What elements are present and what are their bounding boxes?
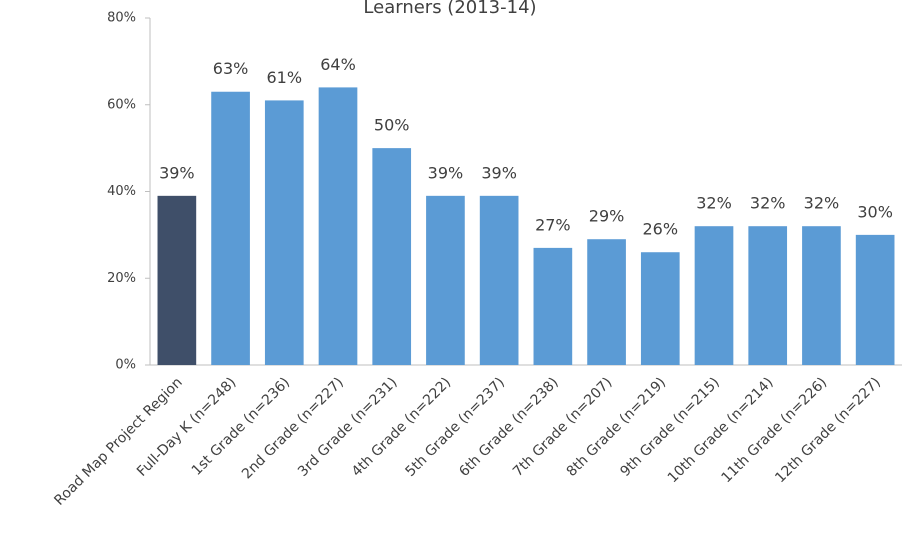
- value-label: 29%: [589, 207, 625, 226]
- value-label: 26%: [643, 220, 679, 239]
- bar: [372, 148, 412, 365]
- bar: [318, 87, 358, 366]
- bar: [479, 195, 519, 365]
- value-label: 61%: [267, 68, 303, 87]
- x-tick-label: 8th Grade (n=219): [564, 375, 669, 480]
- y-tick-label: 0%: [115, 358, 136, 373]
- x-tick-label: 6th Grade (n=238): [456, 375, 561, 480]
- value-label: 32%: [696, 194, 732, 213]
- x-tick-label: 11th Grade (n=226): [719, 375, 831, 487]
- value-label: 63%: [213, 59, 249, 78]
- value-label: 50%: [374, 116, 410, 135]
- x-tick-label: 3rd Grade (n=231): [295, 375, 400, 480]
- bar: [157, 195, 197, 365]
- value-label: 64%: [320, 55, 356, 74]
- x-tick-label: 4th Grade (n=222): [349, 375, 454, 480]
- value-label: 27%: [535, 215, 571, 234]
- bar: [640, 252, 680, 365]
- value-label: 39%: [428, 163, 464, 182]
- x-tick-label: Full-Day K (n=248): [134, 375, 239, 480]
- y-tick-label: 60%: [107, 97, 136, 112]
- x-tick-label: 5th Grade (n=237): [403, 375, 508, 480]
- bar: [533, 247, 573, 365]
- bar: [855, 234, 895, 365]
- value-label: 32%: [750, 194, 786, 213]
- bar: [264, 100, 304, 365]
- y-tick-label: 80%: [107, 11, 136, 26]
- value-label: 39%: [159, 163, 195, 182]
- bar: [211, 91, 250, 366]
- x-tick-label: 9th Grade (n=215): [617, 375, 722, 480]
- x-tick-label: 12th Grade (n=227): [772, 375, 884, 487]
- value-label: 39%: [481, 163, 517, 182]
- value-label: 30%: [857, 202, 893, 221]
- bar: [587, 239, 626, 365]
- bar: [426, 195, 465, 365]
- bar: [694, 226, 734, 365]
- x-tick-label: 10th Grade (n=214): [665, 375, 777, 487]
- y-tick-label: 20%: [107, 271, 136, 286]
- bar: [748, 226, 788, 365]
- y-tick-label: 40%: [107, 184, 136, 199]
- value-label: 32%: [804, 194, 840, 213]
- x-tick-label: 7th Grade (n=207): [510, 375, 615, 480]
- chart-title: Learners (2013-14): [363, 0, 536, 18]
- x-tick-label: 2nd Grade (n=227): [239, 375, 347, 483]
- bar: [802, 226, 841, 365]
- x-tick-label: 1st Grade (n=236): [189, 375, 293, 479]
